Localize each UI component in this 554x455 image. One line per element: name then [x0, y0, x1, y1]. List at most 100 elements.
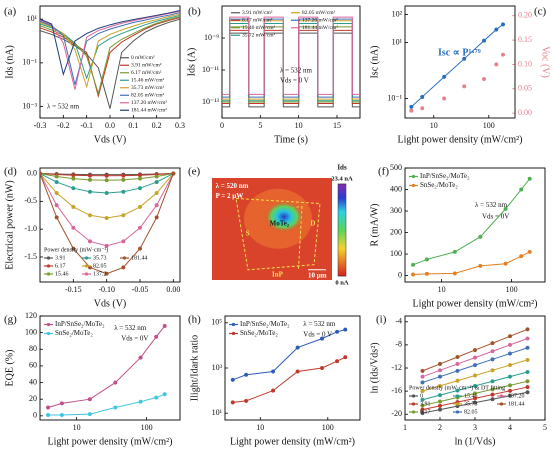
- data-point: [437, 407, 443, 412]
- legend-label: 6.17: [420, 409, 431, 415]
- data-point: [154, 334, 159, 339]
- data-point: [494, 27, 499, 32]
- annotation: λ = 532 nm: [303, 320, 336, 328]
- data-point: [442, 74, 447, 79]
- legend-label: 82.05: [93, 263, 107, 269]
- legend-marker: [455, 410, 460, 414]
- x-tick-label: 2: [438, 423, 442, 432]
- y-axis-label: ln (Ids/Vds²): [369, 342, 380, 393]
- data-point: [500, 22, 506, 27]
- x-tick-label: 1: [403, 423, 407, 432]
- series-group: [46, 323, 167, 418]
- y-tick-label: -0.5: [24, 196, 37, 205]
- data-point: [455, 368, 460, 373]
- legend-label: 137.2: [93, 271, 107, 277]
- x-tick-label: 15: [333, 121, 341, 130]
- data-point: [54, 215, 59, 220]
- legend-marker: [499, 394, 504, 398]
- legend-marker: [46, 272, 51, 276]
- y-tick-label: 0: [398, 270, 402, 279]
- data-point: [162, 392, 167, 397]
- data-point: [154, 180, 159, 185]
- colorbar-tick-label: 23.4 nA: [331, 175, 353, 182]
- x-tick-label: 100: [322, 423, 334, 432]
- data-point: [137, 176, 143, 181]
- x-tick-label: 10: [73, 423, 81, 432]
- x-axis-label: Light power density (mW/cm²): [230, 436, 355, 447]
- x-axis-label: Light power density (mW/cm²): [398, 134, 523, 145]
- series-line: [40, 9, 180, 77]
- legend-marker: [46, 331, 51, 336]
- legend-label: 15.46 mW/cm²: [242, 25, 275, 31]
- data-point: [319, 365, 325, 371]
- y-tick-label: 80: [29, 344, 37, 353]
- panel-label: (c): [534, 6, 547, 18]
- annotation: λ = 532 nm: [47, 102, 80, 110]
- data-point: [420, 403, 425, 408]
- series-group: [230, 327, 348, 405]
- y2-axis-label: Voc (V): [540, 46, 551, 78]
- plot-frame: [39, 5, 181, 119]
- series-line: [222, 23, 360, 102]
- y-tick-label: 10⁻¹³: [202, 97, 220, 106]
- series-line: [222, 26, 360, 103]
- legend-label: SnSe₂/MoTe₂: [240, 329, 278, 337]
- y-tick-label: 120: [25, 311, 37, 320]
- data-point: [138, 399, 143, 404]
- data-point: [411, 272, 416, 277]
- data-point: [503, 261, 508, 266]
- data-point: [490, 368, 495, 373]
- legend-label: 3.91 mW/cm²: [242, 10, 273, 16]
- legend-label: 181.44: [508, 401, 525, 407]
- y-tick-label: -1.5: [24, 252, 37, 261]
- data-point: [420, 374, 425, 379]
- colorbar-title: Ids: [337, 164, 347, 172]
- image-annotation: P = 2 μW: [216, 192, 244, 200]
- data-point: [472, 391, 478, 396]
- x-tick-label: -0.3: [34, 121, 47, 130]
- plot-frame: [404, 5, 516, 119]
- x-axis-label: Vds (V): [94, 134, 127, 145]
- data-point: [507, 334, 513, 339]
- legend-label: 137.20: [508, 393, 525, 399]
- plot-frame: [404, 167, 546, 283]
- data-point: [104, 243, 109, 248]
- y-tick-label: -12: [391, 363, 402, 372]
- data-point: [420, 397, 425, 402]
- legend-marker: [411, 183, 416, 188]
- y-tick-label: 60: [29, 361, 37, 370]
- y-tick-label: 10⁻⁹: [204, 33, 219, 42]
- data-point: [494, 62, 499, 67]
- series-line: [40, 12, 180, 85]
- x-tick-label: -0.15: [65, 285, 82, 294]
- legend-label: 6.17: [55, 263, 66, 269]
- y-tick-label: 10⁵: [211, 318, 222, 327]
- data-point: [71, 186, 76, 191]
- data-point: [138, 355, 143, 360]
- data-point: [472, 400, 478, 405]
- panel-label: (e): [188, 166, 201, 178]
- x-tick-label: 0.2: [152, 121, 162, 130]
- annotation: Isc ∝ P¹·⁷⁹: [438, 47, 481, 58]
- data-point: [420, 407, 425, 412]
- x-tick-label: 0.3: [175, 121, 185, 130]
- colorbar-tick-label: 0 nA: [335, 279, 348, 286]
- data-point: [507, 383, 513, 388]
- series-line: [222, 20, 360, 100]
- data-point: [519, 254, 524, 259]
- data-point: [472, 363, 478, 368]
- y-tick-label: -8: [395, 340, 402, 349]
- legend-label: 181.44 mW/cm²: [131, 108, 167, 114]
- legend-label: 0: [420, 393, 423, 399]
- colorbar: [337, 183, 347, 277]
- data-point: [104, 178, 109, 183]
- legend-marker: [84, 272, 89, 276]
- data-point: [490, 392, 495, 397]
- annotation: λ = 532 nm: [280, 67, 313, 75]
- legend-label: 15.46 mW/cm²: [131, 78, 164, 84]
- data-point: [409, 104, 414, 109]
- data-point: [230, 377, 235, 382]
- data-point: [437, 368, 443, 373]
- data-point: [472, 383, 478, 388]
- series-line: [40, 10, 180, 90]
